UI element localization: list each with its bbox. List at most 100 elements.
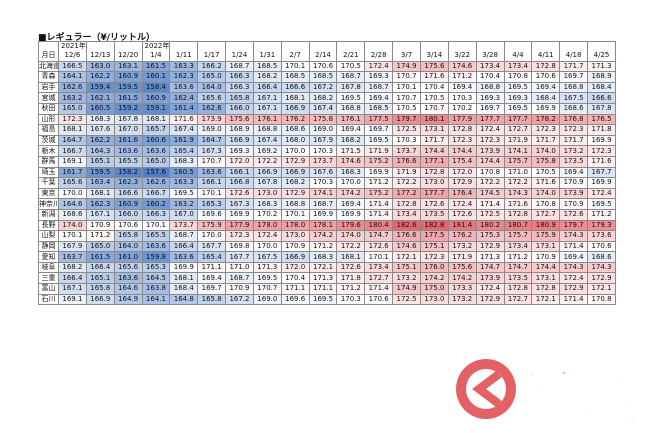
price-cell: 173.7 xyxy=(169,219,199,232)
price-cell: 174.6 xyxy=(447,60,477,73)
price-cell: 172.6 xyxy=(559,208,589,221)
price-cell: 167.4 xyxy=(308,102,338,115)
price-cell: 170.0 xyxy=(58,187,87,200)
price-cell: 169.4 xyxy=(364,92,394,104)
price-cell: 172.7 xyxy=(503,293,533,306)
price-cell: 171.2 xyxy=(364,177,394,189)
prefecture-name: 愛知 xyxy=(38,251,59,263)
price-cell: 166.9 xyxy=(280,166,310,179)
prefecture-name: 石川 xyxy=(38,293,59,306)
price-cell: 172.9 xyxy=(475,293,505,306)
price-cell: 159.5 xyxy=(85,166,115,179)
price-cell: 172.6 xyxy=(419,198,449,210)
price-cell: 165.8 xyxy=(85,283,115,295)
price-cell: 167.2 xyxy=(308,81,338,94)
price-cell: 172.2 xyxy=(252,155,282,168)
price-cell: 166.9 xyxy=(252,166,282,179)
price-cell: 171.4 xyxy=(559,293,589,306)
price-cell: 167.4 xyxy=(252,134,282,147)
price-cell: 174.0 xyxy=(531,145,561,157)
price-cell: 164.6 xyxy=(113,283,143,295)
price-cell: 175.6 xyxy=(419,60,449,73)
price-cell: 167.9 xyxy=(308,134,338,147)
price-cell: 173.3 xyxy=(447,283,477,295)
price-cell: 171.7 xyxy=(559,134,589,147)
price-cell: 174.2 xyxy=(447,272,477,285)
price-cell: 173.4 xyxy=(475,60,505,73)
price-cell: 172.9 xyxy=(587,272,616,285)
date-header: 1/31 xyxy=(252,51,282,62)
price-cell: 170.6 xyxy=(531,71,561,83)
price-cell: 169.9 xyxy=(308,208,338,221)
date-header: 4/4 xyxy=(503,51,533,62)
price-cell: 163.0 xyxy=(85,60,115,73)
year-label-cell xyxy=(197,41,227,51)
price-cell: 173.9 xyxy=(559,187,589,200)
price-cell: 163.2 xyxy=(58,92,87,104)
prefecture-name: 新潟 xyxy=(38,208,59,221)
price-cell: 175.1 xyxy=(392,261,421,274)
price-cell: 171.6 xyxy=(169,113,199,126)
price-cell: 171.3 xyxy=(308,272,338,285)
price-cell: 172.5 xyxy=(475,208,505,221)
price-cell: 162.4 xyxy=(169,92,199,104)
price-cell: 169.4 xyxy=(336,198,366,210)
price-cell: 171.7 xyxy=(559,60,589,73)
price-cell: 166.3 xyxy=(141,208,171,221)
price-cell: 163.7 xyxy=(58,251,87,263)
price-cell: 167.5 xyxy=(559,92,589,104)
price-cell: 169.5 xyxy=(308,293,338,306)
price-cell: 176.2 xyxy=(280,113,310,126)
price-cell: 169.9 xyxy=(587,134,616,147)
year-label-cell xyxy=(503,41,533,51)
price-cell: 171.6 xyxy=(587,155,616,168)
price-cell: 173.9 xyxy=(475,272,505,285)
price-cell: 163.6 xyxy=(113,145,143,157)
price-cell: 169.5 xyxy=(169,187,199,200)
price-cell: 170.5 xyxy=(419,92,449,104)
price-cell: 171.6 xyxy=(419,71,449,83)
prefecture-name: 群馬 xyxy=(38,155,59,168)
price-cell: 160.9 xyxy=(113,71,143,83)
price-cell: 172.2 xyxy=(392,177,421,189)
price-cell: 163.6 xyxy=(141,240,171,253)
price-cell: 162.6 xyxy=(58,81,87,94)
price-cell: 172.6 xyxy=(336,261,366,274)
price-cell: 166.0 xyxy=(225,102,254,115)
price-cell: 176.6 xyxy=(392,230,421,242)
price-cell: 163.8 xyxy=(141,283,171,295)
price-cell: 174.0 xyxy=(531,187,561,200)
price-cell: 162.3 xyxy=(113,177,143,189)
price-cell: 170.7 xyxy=(392,71,421,83)
price-cell: 170.3 xyxy=(308,145,338,157)
price-cell: 180.4 xyxy=(364,219,394,232)
price-cell: 163.3 xyxy=(169,177,199,189)
prefecture-name: 三重 xyxy=(38,272,59,285)
date-header-row: 月日 12/6 12/13 12/20 1/4 1/11 1/17 1/24 1/31 2/7 2/… xyxy=(38,51,616,62)
price-cell: 177.1 xyxy=(419,155,449,168)
price-cell: 172.0 xyxy=(225,155,254,168)
price-cell: 168.1 xyxy=(141,113,171,126)
price-cell: 170.1 xyxy=(58,230,87,242)
price-cell: 173.1 xyxy=(531,240,561,253)
price-cell: 168.8 xyxy=(559,81,589,94)
price-cell: 172.4 xyxy=(475,124,505,136)
prefecture-name: 栃木 xyxy=(38,145,59,157)
price-cell: 171.7 xyxy=(531,134,561,147)
price-cell: 161.5 xyxy=(85,251,115,263)
price-cell: 172.4 xyxy=(252,230,282,242)
price-cell: 168.7 xyxy=(364,81,394,94)
date-header: 1/4 xyxy=(141,51,171,62)
price-cell: 160.5 xyxy=(85,102,115,115)
price-cell: 174.0 xyxy=(336,230,366,242)
price-cell: 174.9 xyxy=(392,60,421,73)
price-cell: 169.9 xyxy=(169,261,199,274)
price-cell: 164.0 xyxy=(197,81,227,94)
price-cell: 162.6 xyxy=(197,102,227,115)
table-title: ■レギュラー（¥/リットル） xyxy=(38,33,156,43)
price-cell: 165.3 xyxy=(197,198,227,210)
price-cell: 170.0 xyxy=(252,240,282,253)
price-cell: 170.8 xyxy=(531,198,561,210)
price-cell: 173.0 xyxy=(419,177,449,189)
price-cell: 173.4 xyxy=(503,240,533,253)
